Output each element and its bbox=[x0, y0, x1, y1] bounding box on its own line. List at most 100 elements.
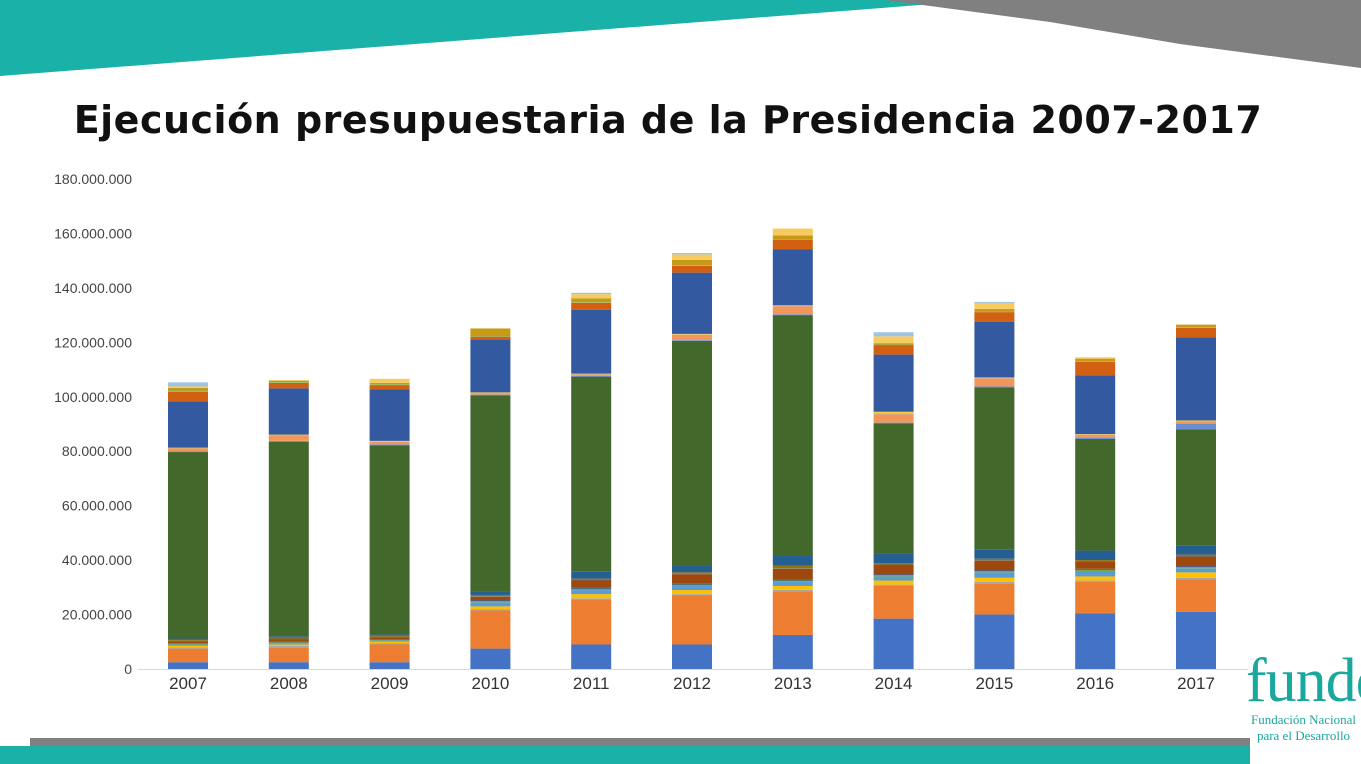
y-tick-label: 60.000.000 bbox=[62, 498, 132, 514]
bar-segment bbox=[571, 587, 612, 589]
bar-segment bbox=[873, 411, 914, 414]
bar-segment bbox=[571, 309, 612, 374]
x-tick-label: 2017 bbox=[1177, 674, 1215, 693]
x-tick-label: 2007 bbox=[169, 674, 207, 693]
bar-segment bbox=[571, 579, 612, 581]
bar-segment bbox=[974, 308, 1015, 312]
bar-segment bbox=[672, 572, 712, 574]
bar-segment bbox=[974, 549, 1015, 559]
bar-segment bbox=[974, 572, 1015, 578]
bar-segment bbox=[1176, 324, 1216, 328]
bar-segment bbox=[772, 580, 813, 582]
bar-segment bbox=[168, 382, 208, 387]
bar-segment bbox=[369, 445, 410, 635]
bar-segment bbox=[268, 379, 309, 381]
x-tick-label: 2011 bbox=[573, 674, 610, 693]
bar-segment bbox=[571, 373, 612, 375]
bar-segment bbox=[974, 577, 1015, 582]
bar-segment bbox=[470, 392, 511, 393]
bar-segment bbox=[772, 591, 813, 635]
bar-segment bbox=[571, 571, 612, 579]
bar-segment bbox=[369, 440, 410, 442]
bar-segment bbox=[168, 447, 208, 449]
bar-segment bbox=[772, 568, 813, 580]
bar-segment bbox=[772, 235, 813, 240]
bar-segment bbox=[1176, 554, 1216, 557]
bar-segment bbox=[672, 334, 712, 335]
bar-stack-2013 bbox=[772, 228, 813, 669]
bar-segment bbox=[168, 643, 208, 645]
y-axis: 0 20.000.000 40.000.000 60.000.000 80.000.00… bbox=[54, 171, 132, 677]
bar-segment bbox=[268, 388, 309, 435]
bar-segment bbox=[1176, 568, 1216, 573]
bar-segment bbox=[873, 354, 914, 412]
bottom-gray-line bbox=[30, 738, 1250, 746]
bar-segment bbox=[772, 239, 813, 240]
bar-segment bbox=[672, 585, 712, 591]
bar-segment bbox=[1075, 571, 1116, 577]
bar-stack-2011 bbox=[571, 292, 612, 669]
bar-segment bbox=[369, 636, 410, 638]
bar-segment bbox=[1176, 337, 1216, 421]
bar-segment bbox=[1075, 580, 1116, 582]
bar-segment bbox=[974, 311, 1015, 313]
bar-segment bbox=[873, 413, 914, 415]
bar-segment bbox=[873, 423, 914, 554]
bar-segment bbox=[672, 272, 712, 334]
x-tick-label: 2014 bbox=[875, 674, 913, 693]
bar-segment bbox=[974, 303, 1015, 309]
bar-segment bbox=[369, 385, 410, 390]
bar-segment bbox=[873, 584, 914, 586]
bar-segment bbox=[873, 332, 914, 337]
bar-segment bbox=[772, 249, 813, 306]
bar-segment bbox=[369, 643, 410, 645]
bar-segment bbox=[268, 643, 309, 645]
bar-segment bbox=[571, 590, 612, 595]
bar-segment bbox=[974, 378, 1015, 387]
bar-segment bbox=[168, 641, 208, 644]
bar-segment bbox=[873, 574, 914, 576]
bar-segment bbox=[974, 321, 1015, 378]
bar-segment bbox=[369, 662, 410, 669]
x-tick-label: 2012 bbox=[673, 674, 711, 693]
bar-segment bbox=[1075, 357, 1116, 359]
bar-segment bbox=[974, 377, 1015, 378]
y-tick-label: 80.000.000 bbox=[62, 443, 132, 459]
bar-segment bbox=[672, 595, 712, 645]
bar-segment bbox=[974, 571, 1015, 573]
bar-segment bbox=[873, 565, 914, 575]
bar-segment bbox=[974, 386, 1015, 388]
bar-segment bbox=[1075, 434, 1116, 435]
bar-segment bbox=[571, 578, 612, 580]
bar-segment bbox=[369, 635, 410, 637]
bar-segment bbox=[168, 387, 208, 391]
bar-segment bbox=[1176, 429, 1216, 546]
slide-title: Ejecución presupuestaria de la Presidenc… bbox=[73, 98, 1263, 142]
bar-segment bbox=[873, 585, 914, 619]
bottom-teal-band bbox=[0, 746, 1250, 764]
bar-segment bbox=[672, 583, 712, 585]
bar-stack-2007 bbox=[168, 382, 208, 669]
bar-segment bbox=[571, 294, 612, 299]
bar-segment bbox=[974, 312, 1015, 322]
bar-segment bbox=[1176, 421, 1216, 424]
bar-segment bbox=[772, 581, 813, 586]
bar-segment bbox=[772, 579, 813, 581]
bar-segment bbox=[470, 648, 511, 669]
bar-segment bbox=[772, 556, 813, 566]
bar-segment bbox=[168, 386, 208, 388]
y-tick-label: 140.000.000 bbox=[54, 280, 132, 296]
bar-segment bbox=[268, 645, 309, 648]
bar-segment bbox=[268, 662, 309, 669]
bar-segment bbox=[1075, 434, 1116, 435]
bar-segment bbox=[1075, 437, 1116, 439]
bar-segment bbox=[873, 343, 914, 345]
bar-segment bbox=[470, 596, 511, 597]
bar-segment bbox=[268, 642, 309, 644]
bar-segment bbox=[974, 302, 1015, 304]
logo-subtitle-line2: para el Desarrollo bbox=[1256, 728, 1351, 743]
bar-segment bbox=[1075, 358, 1116, 362]
bar-segment bbox=[470, 596, 511, 601]
bar-segment bbox=[1176, 579, 1216, 612]
x-tick-label: 2015 bbox=[975, 674, 1013, 693]
